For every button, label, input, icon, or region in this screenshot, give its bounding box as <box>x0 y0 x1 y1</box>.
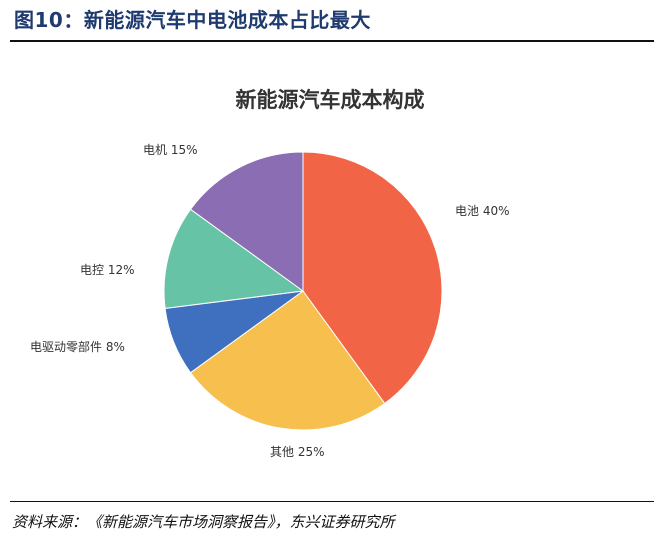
pie-slices <box>163 151 443 431</box>
pie-slice-0 <box>302 151 443 405</box>
slice-label-0: 电池 40% <box>455 204 510 218</box>
chart-title: 新能源汽车成本构成 <box>236 88 425 112</box>
source-note: 资料来源：《新能源汽车市场洞察报告》，东兴证券研究所 <box>12 513 395 531</box>
bottom-rule <box>10 501 654 502</box>
slice-labels: 电池 40% 其他 25% 电驱动零部件 8% 电控 12% 电机 15% <box>30 143 510 459</box>
slice-label-2: 电驱动零部件 8% <box>30 339 125 354</box>
pie-slice-4 <box>189 151 304 292</box>
slice-label-3: 电控 12% <box>80 263 135 277</box>
pie-slice-1 <box>189 290 386 431</box>
slice-label-4: 电机 15% <box>143 143 198 157</box>
top-rule <box>10 40 654 42</box>
pie-slice-3 <box>163 208 305 309</box>
slice-label-1: 其他 25% <box>270 445 325 459</box>
figure-title: 图10：新能源汽车中电池成本占比最大 <box>14 8 371 32</box>
